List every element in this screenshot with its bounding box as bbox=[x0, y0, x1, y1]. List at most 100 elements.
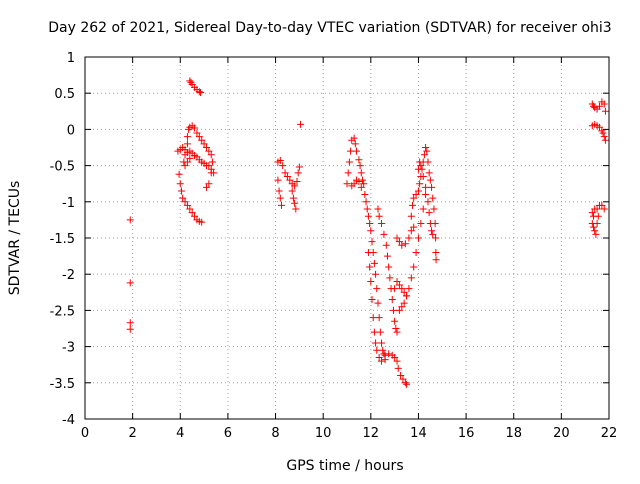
data-point bbox=[378, 220, 386, 228]
data-point bbox=[385, 350, 393, 358]
data-point bbox=[375, 353, 383, 361]
data-point bbox=[289, 194, 297, 202]
data-point bbox=[183, 201, 191, 209]
y-tick-label: -4 bbox=[62, 413, 75, 428]
data-point bbox=[395, 306, 403, 314]
x-tick-label: 22 bbox=[601, 426, 618, 441]
data-point bbox=[181, 198, 189, 206]
data-point bbox=[374, 205, 382, 213]
data-point bbox=[368, 296, 376, 304]
data-point bbox=[366, 263, 374, 271]
data-point bbox=[392, 325, 400, 332]
data-point bbox=[590, 102, 598, 110]
data-point bbox=[432, 234, 440, 242]
data-point bbox=[594, 212, 602, 220]
data-point bbox=[279, 162, 287, 170]
data-point bbox=[186, 205, 194, 213]
data-point bbox=[398, 241, 406, 249]
data-point bbox=[391, 317, 399, 325]
data-point bbox=[205, 162, 213, 170]
data-point bbox=[294, 169, 302, 177]
data-point bbox=[593, 220, 601, 228]
data-point bbox=[368, 238, 376, 246]
data-point bbox=[379, 346, 387, 354]
data-point bbox=[400, 299, 408, 307]
data-point bbox=[353, 147, 361, 155]
data-point bbox=[370, 259, 378, 267]
data-point bbox=[429, 194, 437, 202]
data-point bbox=[275, 187, 283, 195]
data-point bbox=[357, 183, 365, 191]
data-point bbox=[407, 274, 415, 282]
data-point bbox=[191, 124, 199, 132]
x-tick-label: 12 bbox=[363, 426, 380, 441]
data-point bbox=[295, 163, 303, 171]
data-point bbox=[417, 162, 425, 170]
data-point bbox=[177, 187, 185, 195]
data-point bbox=[600, 133, 608, 141]
data-point bbox=[195, 88, 203, 96]
data-point bbox=[425, 209, 433, 217]
data-point bbox=[423, 147, 431, 155]
y-tick-label: -2.5 bbox=[50, 304, 75, 319]
x-tick-label: 8 bbox=[271, 426, 279, 441]
data-point bbox=[291, 199, 299, 207]
data-point bbox=[414, 187, 422, 195]
data-point bbox=[373, 285, 381, 293]
data-point bbox=[375, 314, 383, 322]
data-point bbox=[362, 198, 370, 206]
data-point bbox=[385, 263, 393, 271]
data-point bbox=[358, 176, 366, 184]
y-tick-label: -1 bbox=[62, 196, 75, 211]
data-point bbox=[593, 205, 601, 213]
data-point bbox=[432, 256, 440, 264]
y-tick-label: -1.5 bbox=[50, 232, 75, 247]
data-point bbox=[599, 129, 607, 137]
data-point bbox=[356, 162, 364, 170]
data-point bbox=[286, 176, 294, 184]
data-point bbox=[343, 180, 351, 188]
data-point bbox=[376, 328, 384, 336]
data-point bbox=[595, 123, 603, 131]
data-point bbox=[350, 134, 358, 142]
data-point bbox=[183, 133, 191, 141]
data-point bbox=[424, 198, 432, 206]
data-point bbox=[126, 319, 134, 327]
data-point bbox=[366, 220, 374, 228]
data-point bbox=[591, 227, 599, 235]
data-point bbox=[369, 314, 377, 322]
data-point bbox=[416, 180, 424, 188]
data-point bbox=[274, 176, 282, 184]
data-point bbox=[410, 263, 418, 271]
data-point bbox=[278, 201, 285, 209]
data-point bbox=[183, 158, 191, 166]
data-point bbox=[422, 144, 430, 151]
data-points bbox=[126, 77, 609, 388]
data-point bbox=[417, 220, 425, 228]
data-point bbox=[416, 158, 424, 166]
y-axis-title: SDTVAR / TECUs bbox=[7, 181, 23, 296]
x-tick-label: 16 bbox=[458, 426, 475, 441]
data-point bbox=[426, 176, 434, 184]
data-point bbox=[374, 299, 382, 307]
y-tick-label: 0 bbox=[67, 123, 75, 138]
data-point bbox=[202, 183, 210, 191]
data-point bbox=[403, 292, 411, 300]
data-point bbox=[403, 380, 411, 388]
data-point bbox=[405, 285, 413, 293]
data-point bbox=[400, 288, 408, 296]
y-tick-label: -0.5 bbox=[50, 160, 75, 175]
data-point bbox=[288, 187, 296, 195]
data-point bbox=[345, 158, 353, 166]
data-point bbox=[202, 144, 210, 151]
data-point bbox=[181, 151, 189, 159]
data-point bbox=[361, 191, 369, 199]
data-point bbox=[350, 180, 358, 188]
data-point bbox=[373, 346, 381, 354]
data-point bbox=[419, 205, 427, 213]
data-point bbox=[200, 140, 208, 148]
data-point bbox=[355, 178, 363, 186]
data-point bbox=[380, 230, 388, 238]
data-point bbox=[419, 172, 427, 180]
